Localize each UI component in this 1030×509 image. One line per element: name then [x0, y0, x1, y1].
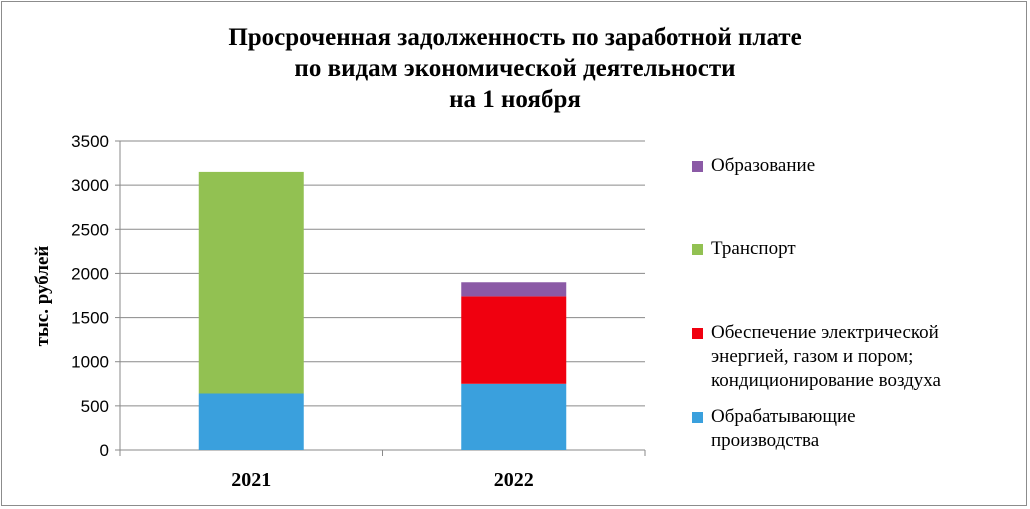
y-tick-label: 3500: [71, 132, 109, 151]
chart-title-line-2: по видам экономической деятельности: [294, 55, 736, 82]
bar-segment-2021-2: [198, 171, 304, 394]
chart-title-line-1: Просроченная задолженность по заработной…: [228, 24, 802, 51]
chart-title: Просроченная задолженность по заработной…: [0, 22, 1030, 115]
x-tick-label: 2021: [231, 469, 271, 491]
bar-segment-2021-0: [198, 393, 304, 450]
bar-segment-2022-1: [461, 296, 567, 384]
y-tick-label: 2000: [71, 264, 109, 283]
y-tick-label: 0: [100, 441, 109, 460]
y-tick-label: 500: [81, 397, 109, 416]
bar-segment-2022-3: [461, 282, 567, 297]
legend-label-energy: Обеспечение электрической энергией, газо…: [711, 322, 941, 391]
legend-label-transport: Транспорт: [711, 238, 796, 259]
y-tick-label: 2500: [71, 220, 109, 239]
x-tick-label: 2022: [494, 469, 534, 491]
legend-swatch-energy: [692, 328, 703, 339]
bar-segment-2022-0: [461, 383, 567, 450]
legend-swatch-manufacturing: [692, 412, 703, 423]
legend-swatch-transport: [692, 244, 703, 255]
legend-label-manufacturing: Обрабатывающие производства: [711, 406, 856, 451]
legend-swatch-education: [692, 161, 703, 172]
y-tick-label: 3000: [71, 176, 109, 195]
y-tick-label: 1500: [71, 309, 109, 328]
y-tick-label: 1000: [71, 353, 109, 372]
legend-label-education: Образование: [711, 155, 816, 176]
chart-title-line-3: на 1 ноября: [449, 86, 581, 113]
